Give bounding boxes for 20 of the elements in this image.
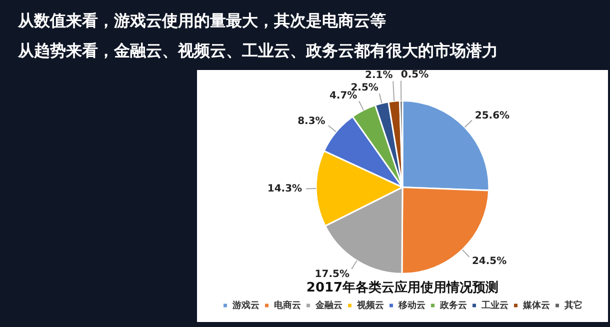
data-label: 25.6% xyxy=(474,110,510,122)
data-label: 14.3% xyxy=(267,183,302,194)
data-label: 24.5% xyxy=(472,256,507,267)
text: 从数值来看，游戏云使用的量最大，其次是电商云等 xyxy=(18,10,387,32)
data-label: 0.5% xyxy=(400,69,429,80)
text: 2017年各类云应用使用情况预测 xyxy=(306,280,499,296)
legend-label: 电商云 xyxy=(274,300,301,311)
data-label: 8.3% xyxy=(298,116,326,128)
data-label: 2.1% xyxy=(365,70,393,81)
legend-label: 政务云 xyxy=(438,300,467,311)
data-label: 4.7% xyxy=(329,90,358,102)
legend-label: 移动云 xyxy=(397,300,426,311)
legend-label: 工业云 xyxy=(480,300,508,311)
legend-label: 游戏云 xyxy=(231,300,260,311)
legend-label: 其它 xyxy=(563,300,582,311)
legend-label: 媒体云 xyxy=(522,300,550,311)
legend-label: 视频云 xyxy=(356,300,384,311)
text: 从趋势来看，金融云、视频云、工业云、政务云都有很大的市场潜力 xyxy=(18,40,498,62)
legend-label: 金融云 xyxy=(314,300,342,311)
data-label: 17.5% xyxy=(314,268,350,280)
